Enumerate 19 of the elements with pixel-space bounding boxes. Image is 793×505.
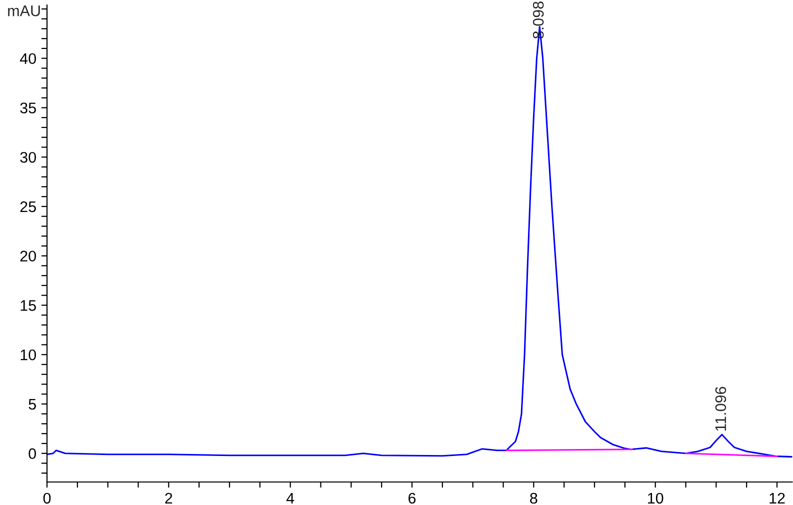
x-tick-label: 8 — [530, 492, 538, 504]
x-tick-label: 2 — [165, 492, 172, 504]
y-tick-label: 35 — [20, 102, 36, 114]
y-tick-label: 5 — [28, 399, 36, 410]
x-tick-label: 10 — [648, 492, 664, 504]
y-axis-title: mAU — [8, 6, 40, 16]
x-tick-label: 0 — [43, 492, 51, 504]
x-tick-label: 4 — [286, 492, 294, 504]
y-tick-label: 10 — [20, 349, 36, 360]
y-tick-label: 20 — [20, 250, 36, 262]
annotation: 11.096 — [715, 386, 726, 431]
y-tick-label: 15 — [20, 300, 36, 311]
y-tick-label: 0 — [28, 448, 36, 460]
y-tick-label: 25 — [20, 201, 36, 212]
y-tick-label: 30 — [20, 152, 36, 163]
annotation: 8.098 — [532, 2, 544, 38]
y-tick-label: 40 — [20, 53, 36, 64]
x-tick-label: 12 — [770, 492, 785, 504]
x-tick-label: 6 — [408, 492, 416, 504]
